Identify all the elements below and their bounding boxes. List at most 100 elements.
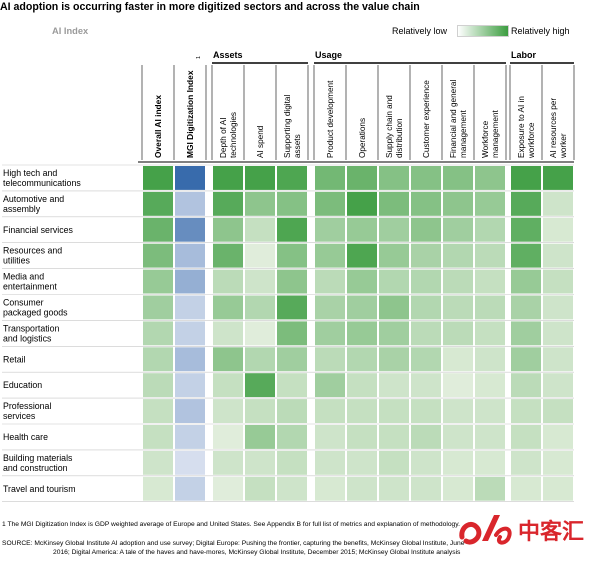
- column-header-5: Product development: [326, 80, 335, 158]
- heatmap-cell: [543, 373, 573, 398]
- heatmap-cell: [315, 269, 345, 294]
- heatmap-cell: [277, 373, 307, 398]
- watermark-logo: 中客汇: [459, 515, 584, 545]
- row-label-0: High tech and: [3, 168, 57, 178]
- heatmap-cell: [175, 450, 205, 475]
- heatmap-cell: [511, 217, 541, 242]
- heatmap-cell: [175, 476, 205, 501]
- heatmap-cell: [315, 425, 345, 449]
- group-label-assets: Assets: [213, 50, 243, 60]
- heatmap-cell: [443, 269, 473, 294]
- heatmap-cell: [143, 476, 173, 501]
- heatmap-cell: [213, 399, 243, 423]
- column-header-11: Exposure to AI in: [517, 96, 526, 158]
- heatmap-cell: [213, 347, 243, 372]
- column-header-9: Financial and general: [449, 80, 458, 158]
- heatmap-cell: [511, 243, 541, 268]
- heatmap-cell: [443, 450, 473, 475]
- heatmap-cell: [213, 166, 243, 190]
- heatmap-cell: [543, 243, 573, 268]
- heatmap-cell: [245, 347, 275, 372]
- heatmap-cell: [475, 295, 505, 320]
- heatmap-cell: [511, 321, 541, 346]
- heatmap-cell: [543, 425, 573, 449]
- heatmap-cell: [379, 269, 409, 294]
- heatmap-cell: [543, 399, 573, 423]
- heatmap-cell: [143, 399, 173, 423]
- heatmap-cell: [175, 399, 205, 423]
- heatmap-cell: [475, 243, 505, 268]
- heatmap-cell: [143, 347, 173, 372]
- heatmap-cell: [175, 347, 205, 372]
- heatmap-cell: [511, 166, 541, 190]
- heatmap-cell: [213, 373, 243, 398]
- row-label-10: Health care: [3, 432, 48, 442]
- heatmap-cell: [443, 347, 473, 372]
- heatmap-cell: [443, 243, 473, 268]
- group-label-usage: Usage: [315, 50, 342, 60]
- heatmap-cell: [443, 399, 473, 423]
- heatmap-cell: [379, 373, 409, 398]
- heatmap-cell: [379, 243, 409, 268]
- heatmap-cell: [143, 321, 173, 346]
- heatmap-cell: [245, 166, 275, 190]
- heatmap-cell: [245, 321, 275, 346]
- column-header-1: MGI Digitization Index: [185, 70, 195, 158]
- heatmap-cell: [543, 217, 573, 242]
- heatmap-cell: [411, 347, 441, 372]
- heatmap-cell: [175, 425, 205, 449]
- heatmap-cell: [511, 191, 541, 216]
- heatmap-cell: [511, 295, 541, 320]
- heatmap-cell: [213, 321, 243, 346]
- heatmap-cell: [475, 166, 505, 190]
- heatmap-cell: [315, 166, 345, 190]
- column-header-3: AI spend: [256, 125, 265, 158]
- heatmap-cell: [143, 166, 173, 190]
- row-label-4: Media and: [3, 272, 44, 282]
- heatmap-cell: [277, 347, 307, 372]
- heatmap-cell: [475, 399, 505, 423]
- heatmap-cell: [143, 217, 173, 242]
- heatmap-cell: [379, 399, 409, 423]
- heatmap-cell: [213, 191, 243, 216]
- heatmap-cell: [277, 476, 307, 501]
- heatmap-cell: [379, 295, 409, 320]
- heatmap-cell: [245, 243, 275, 268]
- row-label-4: entertainment: [3, 282, 57, 292]
- row-label-6: and logistics: [3, 333, 52, 343]
- row-label-5: packaged goods: [3, 307, 68, 317]
- group-label-labor: Labor: [511, 50, 536, 60]
- heatmap-cell: [213, 476, 243, 501]
- chart-subtitle: AI Index: [52, 26, 89, 36]
- heatmap-cell: [277, 450, 307, 475]
- heatmap-cell: [175, 191, 205, 216]
- heatmap-cell: [511, 450, 541, 475]
- row-label-7: Retail: [3, 354, 26, 364]
- heatmap-cell: [379, 217, 409, 242]
- heatmap-cell: [511, 347, 541, 372]
- column-header-4: Supporting digital: [283, 95, 292, 158]
- heatmap-cell: [443, 373, 473, 398]
- heatmap-cell: [175, 373, 205, 398]
- column-header-9: management: [459, 109, 468, 158]
- row-label-1: Automotive and: [3, 194, 64, 204]
- heatmap-cell: [443, 295, 473, 320]
- row-label-9: Professional: [3, 401, 51, 411]
- heatmap-cell: [245, 295, 275, 320]
- heatmap-cell: [411, 295, 441, 320]
- heatmap-cell: [475, 450, 505, 475]
- heatmap-cell: [379, 321, 409, 346]
- heatmap-cell: [213, 425, 243, 449]
- heatmap-cell: [277, 295, 307, 320]
- footnote: 1 The MGI Digitization Index is GDP weig…: [2, 521, 460, 528]
- column-header-0: Overall AI index: [153, 95, 163, 158]
- row-label-3: utilities: [3, 256, 30, 266]
- heatmap-cell: [175, 295, 205, 320]
- chart-title: AI adoption is occurring faster in more …: [0, 1, 420, 13]
- row-label-3: Resources and: [3, 246, 62, 256]
- source-line-1: SOURCE: McKinsey Global Institute AI ado…: [2, 540, 465, 547]
- heatmap-cell: [411, 269, 441, 294]
- heatmap-cell: [245, 425, 275, 449]
- row-label-2: Financial services: [3, 225, 74, 235]
- heatmap-cell: [315, 191, 345, 216]
